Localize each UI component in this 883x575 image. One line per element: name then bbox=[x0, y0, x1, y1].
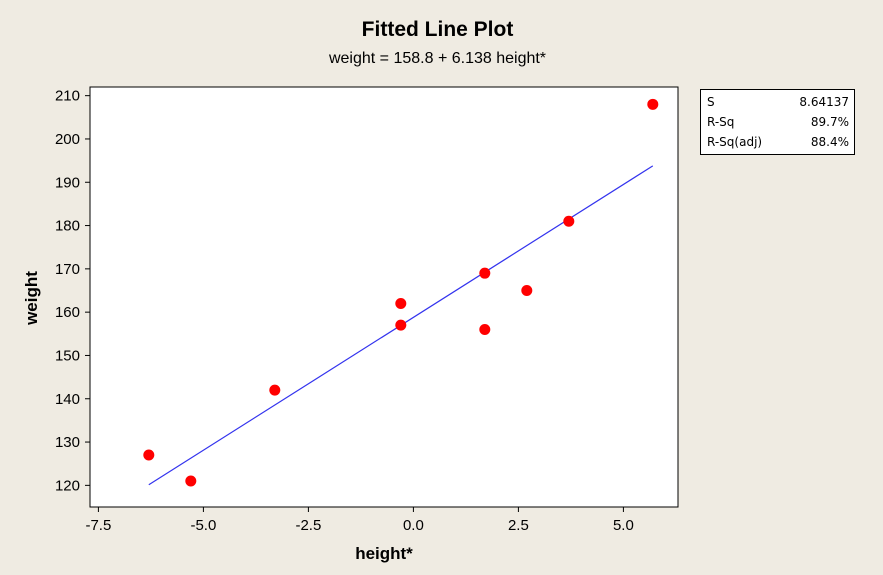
x-tick-label: -2.5 bbox=[295, 517, 321, 534]
data-points bbox=[143, 98, 659, 487]
y-tick-label: 190 bbox=[55, 174, 80, 191]
stat-value: 89.7% bbox=[810, 115, 849, 129]
stats-box: S 8.64137 R-Sq 89.7% R-Sq(adj) 88.4% bbox=[700, 89, 855, 155]
data-point bbox=[395, 319, 407, 331]
plot-area bbox=[89, 86, 679, 508]
chart-title: Fitted Line Plot bbox=[361, 18, 514, 41]
data-point bbox=[479, 323, 491, 335]
x-tick-label: 0.0 bbox=[403, 517, 424, 534]
x-tick-label: 5.0 bbox=[613, 517, 634, 534]
data-point bbox=[185, 475, 197, 487]
stat-row: R-Sq 89.7% bbox=[701, 112, 854, 132]
stat-value: 88.4% bbox=[810, 135, 849, 149]
data-point bbox=[479, 267, 491, 279]
stat-value: 8.64137 bbox=[799, 95, 849, 109]
data-point bbox=[395, 297, 407, 309]
data-point bbox=[269, 384, 281, 396]
x-tick-label: -7.5 bbox=[85, 517, 111, 534]
data-point bbox=[143, 449, 155, 461]
stat-row: S 8.64137 bbox=[701, 92, 854, 112]
data-point bbox=[563, 215, 575, 227]
y-tick-label: 170 bbox=[55, 261, 80, 278]
y-tick-label: 130 bbox=[55, 434, 80, 451]
x-tick-label: 2.5 bbox=[508, 517, 529, 534]
y-tick-label: 200 bbox=[55, 131, 80, 148]
data-point bbox=[521, 285, 533, 297]
y-tick-label: 160 bbox=[55, 304, 80, 321]
y-tick-label: 150 bbox=[55, 347, 80, 364]
y-tick-label: 180 bbox=[55, 218, 80, 235]
data-point bbox=[647, 98, 659, 110]
x-tick-label: -5.0 bbox=[190, 517, 216, 534]
y-axis-title: weight bbox=[22, 271, 41, 326]
stat-label: R-Sq bbox=[707, 115, 735, 129]
stat-row: R-Sq(adj) 88.4% bbox=[701, 132, 854, 152]
x-axis: -7.5 -5.0 -2.5 0.0 2.5 5.0 bbox=[85, 507, 634, 534]
stat-label: R-Sq(adj) bbox=[707, 135, 763, 149]
stat-label: S bbox=[707, 95, 715, 109]
y-axis: 120 130 140 150 160 170 180 190 200 210 bbox=[55, 88, 90, 494]
x-axis-title: height* bbox=[355, 544, 413, 563]
chart-subtitle: weight = 158.8 + 6.138 height* bbox=[328, 50, 547, 67]
y-tick-label: 120 bbox=[55, 477, 80, 494]
y-tick-label: 210 bbox=[55, 88, 80, 105]
y-tick-label: 140 bbox=[55, 391, 80, 408]
